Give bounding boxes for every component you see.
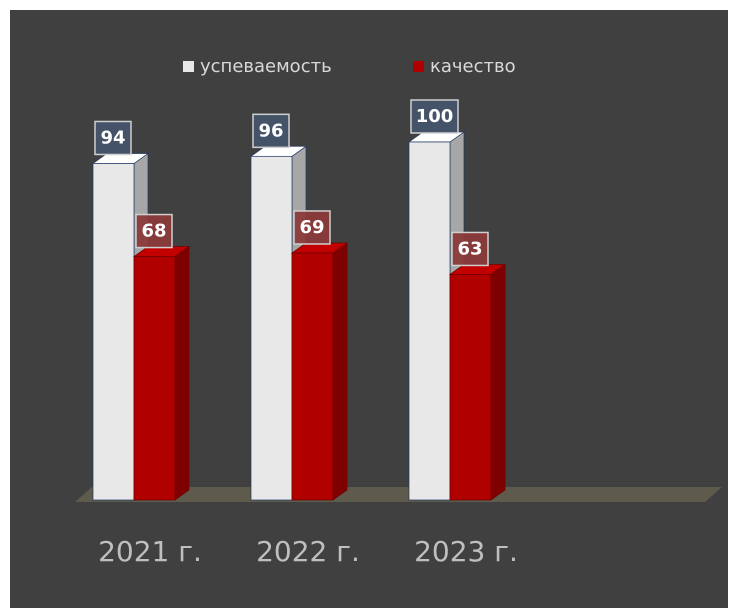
bar-group [448, 263, 507, 501]
x-tick-label: 2022 г. [256, 535, 360, 568]
data-label-box [135, 213, 173, 249]
bar-group [407, 131, 466, 501]
legend-swatch [183, 61, 194, 72]
bar [250, 155, 293, 501]
bar [92, 163, 135, 501]
data-label: 96 [258, 120, 283, 141]
data-label-box [252, 113, 290, 149]
legend-label: качество [430, 56, 516, 77]
data-label: 69 [299, 217, 324, 238]
bar-group [290, 242, 349, 501]
bar [408, 141, 451, 501]
floor [75, 487, 722, 502]
x-tick-label: 2021 г. [98, 535, 202, 568]
x-tick-label: 2023 г. [414, 535, 518, 568]
data-label: 100 [416, 106, 454, 127]
bar-side [332, 242, 348, 501]
data-label-box [293, 210, 331, 245]
bar-side [490, 263, 506, 501]
data-label-box [451, 231, 489, 267]
legend-swatch [413, 61, 424, 72]
data-label: 63 [457, 238, 482, 259]
data-label: 68 [141, 221, 166, 242]
data-label-box [94, 120, 132, 156]
data-label: 94 [100, 127, 125, 148]
bar-group [132, 245, 191, 501]
bar-side [174, 245, 190, 501]
data-label-box [410, 99, 459, 134]
bar [291, 252, 334, 501]
legend-label: успеваемость [200, 56, 332, 77]
bar [449, 274, 492, 501]
bar [133, 256, 176, 501]
